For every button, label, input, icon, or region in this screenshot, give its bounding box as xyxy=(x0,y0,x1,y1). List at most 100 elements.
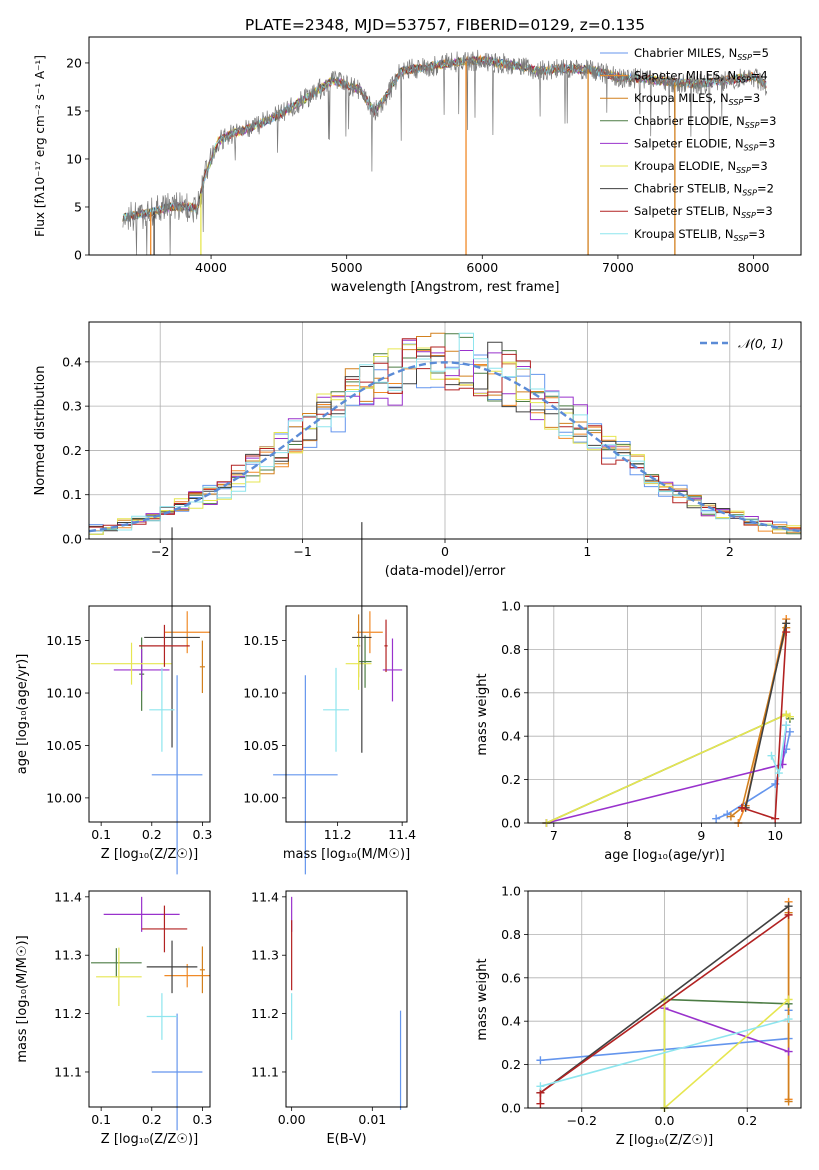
x-tick-label: 7000 xyxy=(602,260,634,275)
mass-weight-marker xyxy=(785,712,794,721)
x-tick-label: 0.3 xyxy=(192,1112,212,1127)
mass-weight-marker xyxy=(782,721,791,730)
x-tick-label: 0.01 xyxy=(358,1112,386,1127)
x-tick-label: 11.2 xyxy=(324,827,352,842)
y-tick-label: 10 xyxy=(66,151,82,166)
mass-weight-marker xyxy=(782,628,791,637)
x-tick-label: 0.1 xyxy=(91,827,111,842)
x-axis-label: age [log₁₀(age/yr)] xyxy=(604,848,725,863)
x-axis-label: E(B-V) xyxy=(326,1132,366,1147)
y-tick-label: 0.0 xyxy=(501,816,521,831)
mass-weight-marker xyxy=(782,619,791,628)
y-tick-label: 0.1 xyxy=(62,487,82,502)
y-tick-label: 0.8 xyxy=(501,642,521,657)
mass-weight-marker xyxy=(784,995,793,1004)
legend-label: Salpeter STELIB, NSSP=3 xyxy=(634,204,773,220)
legend-label: Kroupa STELIB, NSSP=3 xyxy=(634,227,765,243)
mass-weight-marker xyxy=(767,751,776,760)
y-tick-label: 0.3 xyxy=(62,399,82,414)
legend-label: Kroupa MILES, NSSP=3 xyxy=(634,91,760,107)
figure-title: PLATE=2348, MJD=53757, FIBERID=0129, z=0… xyxy=(245,16,645,34)
normal-curve xyxy=(88,361,802,533)
y-tick-label: 10.05 xyxy=(46,738,82,753)
y-tick-label: 10.00 xyxy=(46,790,82,805)
mass-weight-line xyxy=(539,905,790,1094)
y-tick-label: 0.4 xyxy=(501,729,521,744)
y-axis-label: Normed distribution xyxy=(33,366,48,496)
x-tick-label: 0.3 xyxy=(192,827,212,842)
y-tick-label: 11.2 xyxy=(251,1006,279,1021)
mass-weight-marker xyxy=(785,727,794,736)
x-axis-label: Z [log₁₀(Z/Z☉)] xyxy=(616,1133,713,1148)
y-tick-label: 10.10 xyxy=(243,686,279,701)
y-axis-label: age [log₁₀(age/yr)] xyxy=(15,654,30,775)
mass-weight-line xyxy=(744,623,787,808)
mass-weight-marker xyxy=(784,902,793,911)
legend-label: Chabrier ELODIE, NSSP=3 xyxy=(634,114,776,130)
x-tick-label: 0.0 xyxy=(655,1113,675,1128)
y-axis-label: Flux [fλ10⁻¹⁷ erg cm⁻² s⁻¹ A⁻¹] xyxy=(33,55,47,237)
y-tick-label: 11.1 xyxy=(251,1064,279,1079)
y-tick-label: 10.00 xyxy=(243,790,279,805)
axes-frame xyxy=(88,36,802,256)
y-tick-label: 10.10 xyxy=(46,686,82,701)
x-axis-label: (data-model)/error xyxy=(385,564,506,579)
y-tick-label: 0.0 xyxy=(501,1101,521,1116)
y-tick-label: 10.05 xyxy=(243,738,279,753)
x-tick-label: 0.1 xyxy=(91,1112,111,1127)
mass-weight-marker xyxy=(784,1097,793,1106)
x-tick-label: 8000 xyxy=(738,260,770,275)
axes-frame xyxy=(527,605,802,824)
legend-label: Salpeter MILES, NSSP=4 xyxy=(634,69,768,85)
x-tick-label: 0.2 xyxy=(142,1112,162,1127)
y-tick-label: 15 xyxy=(66,103,82,118)
y-tick-label: 11.3 xyxy=(54,948,82,963)
x-axis-label: mass [log₁₀(M/M☉)] xyxy=(283,847,410,862)
y-tick-label: 0.4 xyxy=(62,354,82,369)
x-tick-label: 7 xyxy=(550,828,558,843)
y-tick-label: 1.0 xyxy=(501,599,521,614)
mass-weight-marker xyxy=(784,1015,793,1024)
legend-label: Kroupa ELODIE, NSSP=3 xyxy=(634,159,768,175)
x-tick-label: 0.00 xyxy=(278,1112,306,1127)
mass-weight-marker xyxy=(712,814,721,823)
x-tick-label: 10 xyxy=(767,828,783,843)
y-tick-label: 10.15 xyxy=(46,633,82,648)
x-tick-label: 9 xyxy=(697,828,705,843)
y-tick-label: 11.3 xyxy=(251,948,279,963)
y-tick-label: 0.8 xyxy=(501,927,521,942)
x-tick-label: 4000 xyxy=(195,260,227,275)
y-tick-label: 0.4 xyxy=(501,1014,521,1029)
mass-weight-marker xyxy=(726,812,735,821)
mass-weight-marker xyxy=(536,1056,545,1065)
y-tick-label: 5 xyxy=(74,199,82,214)
x-tick-label: −1 xyxy=(293,544,311,559)
y-axis-label: mass weight xyxy=(475,958,490,1040)
y-tick-label: 0.0 xyxy=(62,532,82,547)
y-tick-label: 20 xyxy=(66,55,82,70)
axes-frame xyxy=(285,890,408,1108)
axes-frame xyxy=(88,890,211,1108)
x-axis-label: Z [log₁₀(Z/Z☉)] xyxy=(101,847,198,862)
mass-weight-line xyxy=(663,998,790,1110)
y-tick-label: 11.1 xyxy=(54,1064,82,1079)
legend-label: Chabrier MILES, NSSP=5 xyxy=(634,46,769,62)
x-tick-label: −0.2 xyxy=(567,1113,597,1128)
x-tick-label: 2 xyxy=(726,544,734,559)
y-tick-label: 0.2 xyxy=(501,772,521,787)
x-tick-label: 1 xyxy=(583,544,591,559)
y-tick-label: 0.6 xyxy=(501,970,521,985)
mass-weight-marker xyxy=(774,769,783,778)
legend-label: 𝒩(0, 1) xyxy=(738,336,784,351)
mass-weight-marker xyxy=(784,910,793,919)
x-tick-label: 6000 xyxy=(466,260,498,275)
mass-weight-marker xyxy=(536,1082,545,1091)
y-tick-label: 11.2 xyxy=(54,1006,82,1021)
y-tick-label: 0.6 xyxy=(501,685,521,700)
mass-weight-marker xyxy=(784,1047,793,1056)
axes-frame xyxy=(285,605,408,823)
mass-weight-marker xyxy=(737,803,746,812)
legend-label: Chabrier STELIB, NSSP=2 xyxy=(634,182,774,198)
mass-weight-line xyxy=(664,1007,789,1053)
